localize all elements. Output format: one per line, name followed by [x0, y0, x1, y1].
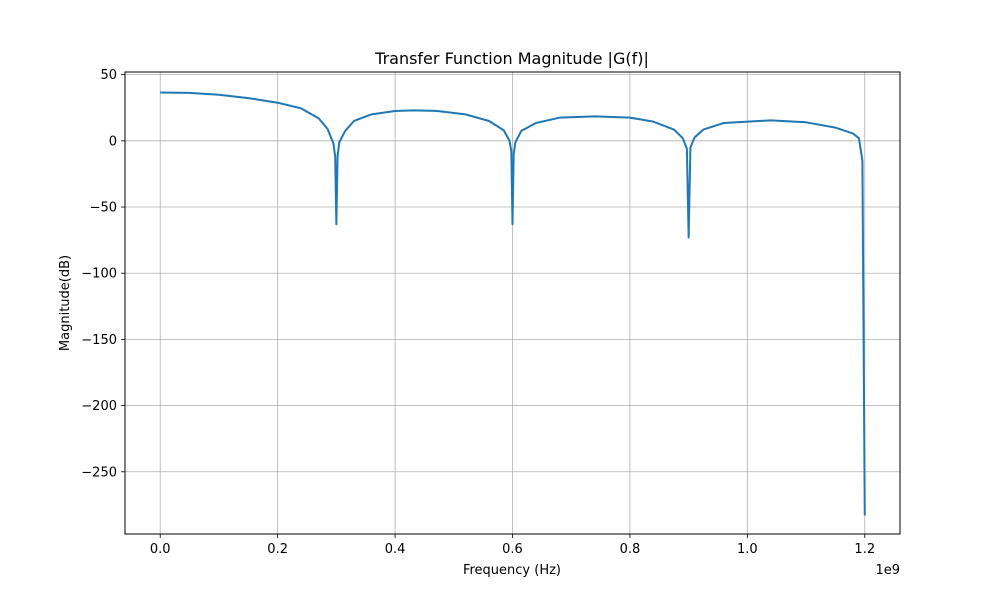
chart-title: Transfer Function Magnitude |G(f)|: [374, 49, 649, 68]
y-tick-label: −200: [81, 399, 117, 414]
y-tick-label: 50: [100, 68, 117, 83]
x-tick-label: 1.0: [737, 542, 758, 557]
y-tick-label: −150: [81, 333, 117, 348]
x-axis: 0.0 0.2 0.4 0.6 0.8 1.0 1.2: [150, 534, 875, 557]
y-axis-label: Magnitude(dB): [58, 255, 73, 351]
y-tick-label: 0: [109, 134, 117, 149]
plot-area: [160, 91, 866, 516]
series-line: [160, 91, 866, 516]
y-tick-label: −100: [81, 267, 117, 282]
x-tick-label: 0.0: [150, 542, 171, 557]
y-tick-label: −50: [90, 201, 117, 216]
x-tick-label: 0.4: [385, 542, 406, 557]
x-axis-offset-label: 1e9: [875, 563, 900, 578]
y-axis: 50 0 −50 −100 −150 −200 −250: [81, 68, 125, 480]
x-tick-label: 0.6: [502, 542, 523, 557]
x-tick-label: 0.2: [267, 542, 288, 557]
grid: [125, 72, 900, 534]
y-tick-label: −250: [81, 465, 117, 480]
x-axis-label: Frequency (Hz): [463, 563, 561, 578]
x-tick-label: 1.2: [854, 542, 875, 557]
x-tick-label: 0.8: [620, 542, 641, 557]
